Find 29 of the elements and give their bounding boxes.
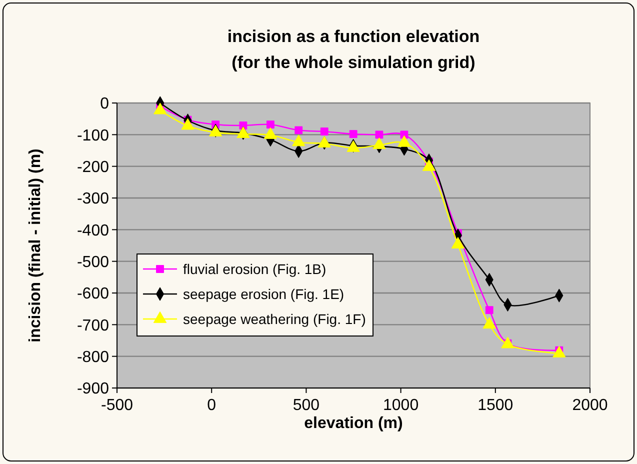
point: [266, 120, 274, 128]
x-tick-label: 2000: [572, 397, 608, 414]
x-tick-label: 1500: [478, 397, 514, 414]
y-tick-label: -400: [76, 222, 110, 240]
y-tick-label: -300: [76, 190, 110, 208]
point: [320, 128, 328, 136]
y-tick-label: -900: [76, 380, 110, 398]
point: [294, 126, 303, 134]
y-tick-label: -600: [76, 286, 110, 303]
y-tick-label: -700: [76, 317, 110, 334]
point: [349, 130, 358, 138]
point: [485, 306, 494, 314]
y-tick-label: 0: [100, 96, 110, 113]
legend-label: seepage weathering (Fig. 1F): [183, 310, 366, 327]
x-tick-label: 1000: [383, 397, 419, 414]
y-tick-label: -800: [76, 348, 110, 366]
x-tick-label: 500: [292, 397, 320, 414]
point: [375, 130, 384, 139]
y-axis-title: incision (final - initial) (m): [27, 148, 44, 342]
chart-title: incision as a function elevation: [227, 27, 480, 46]
legend-label: fluvial erosion (Fig. 1B): [183, 260, 326, 277]
legend-label: seepage erosion (Fig. 1E): [183, 286, 344, 302]
y-tick-label: -200: [76, 158, 110, 176]
chart-subtitle: (for the whole simulation grid): [232, 53, 476, 72]
y-tick-label: -500: [76, 254, 110, 271]
x-tick-label: -500: [100, 397, 134, 414]
x-tick-label: 0: [207, 397, 216, 414]
x-axis-title: elevation (m): [304, 415, 403, 432]
y-tick-label: -100: [76, 127, 110, 144]
